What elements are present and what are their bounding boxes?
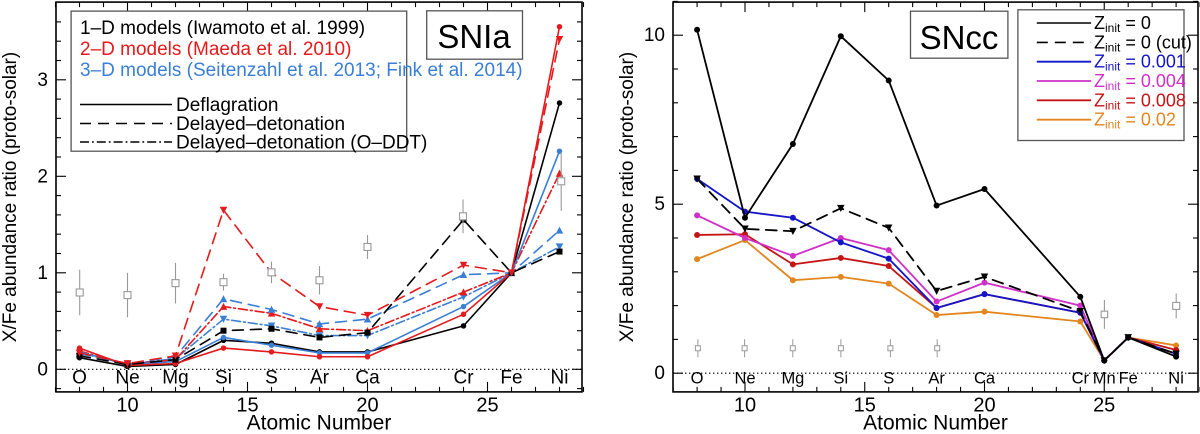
svg-text:25: 25 — [1093, 395, 1115, 417]
svg-text:Fe: Fe — [1119, 370, 1138, 388]
svg-text:1–D models (Iwamoto et al. 199: 1–D models (Iwamoto et al. 1999) — [80, 18, 365, 39]
svg-text:5: 5 — [654, 194, 665, 215]
svg-text:X/Fe abundance ratio (proto-so: X/Fe abundance ratio (proto-solar) — [617, 52, 638, 342]
svg-text:10: 10 — [644, 25, 665, 46]
svg-text:Ca: Ca — [355, 368, 380, 389]
svg-text:O: O — [691, 370, 704, 388]
svg-text:Fe: Fe — [500, 368, 522, 389]
svg-text:Ni: Ni — [551, 368, 569, 389]
svg-text:1: 1 — [37, 263, 48, 284]
svg-text:Ne: Ne — [734, 370, 755, 388]
svg-text:Cr: Cr — [1072, 370, 1090, 388]
svg-text:Ar: Ar — [928, 370, 945, 388]
svg-text:Ne: Ne — [115, 368, 139, 389]
svg-text:Mg: Mg — [781, 370, 804, 388]
svg-text:0: 0 — [654, 363, 665, 384]
svg-text:SNcc: SNcc — [920, 19, 999, 56]
svg-text:Delayed–detonation (O–DDT): Delayed–detonation (O–DDT) — [176, 133, 427, 154]
svg-text:Atomic Number: Atomic Number — [247, 412, 392, 434]
svg-text:10: 10 — [734, 395, 756, 417]
svg-text:Mn: Mn — [1093, 370, 1116, 388]
svg-text:0: 0 — [37, 359, 48, 380]
svg-text:S: S — [883, 370, 894, 388]
svg-text:Ca: Ca — [974, 370, 996, 388]
svg-text:Ni: Ni — [1168, 370, 1184, 388]
svg-text:SNIa: SNIa — [437, 18, 511, 55]
svg-text:Atomic Number: Atomic Number — [863, 412, 1008, 434]
svg-text:Mg: Mg — [162, 368, 188, 389]
svg-text:Si: Si — [215, 368, 232, 389]
svg-text:2–D models (Maeda et al. 2010): 2–D models (Maeda et al. 2010) — [80, 39, 351, 60]
svg-text:Si: Si — [833, 370, 848, 388]
svg-text:25: 25 — [476, 395, 498, 417]
svg-text:Deflagration: Deflagration — [176, 95, 278, 116]
svg-text:3: 3 — [37, 70, 48, 91]
svg-text:Cr: Cr — [453, 368, 474, 389]
svg-text:S: S — [265, 368, 278, 389]
svg-text:3–D models (Seitenzahl et al.: 3–D models (Seitenzahl et al. 2013; Fink… — [80, 60, 523, 81]
svg-text:O: O — [72, 368, 87, 389]
svg-text:X/Fe abundance ratio (proto-so: X/Fe abundance ratio (proto-solar) — [0, 52, 21, 342]
svg-text:2: 2 — [37, 166, 48, 187]
svg-text:Ar: Ar — [310, 368, 330, 389]
svg-text:10: 10 — [116, 395, 138, 417]
